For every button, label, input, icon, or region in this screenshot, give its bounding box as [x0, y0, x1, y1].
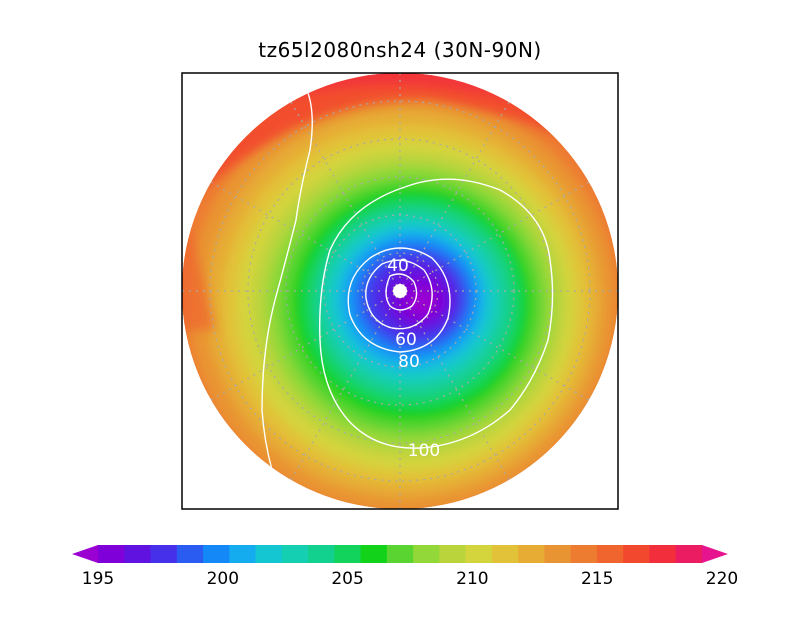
colorbar-swatch: [124, 545, 152, 563]
contour-label-60: 60: [395, 330, 417, 350]
colorbar-swatch: [308, 545, 335, 563]
colorbar-extend-max: [702, 545, 728, 563]
temperature-field: [182, 73, 618, 509]
colorbar-swatch: [439, 545, 467, 563]
colorbar-swatch: [675, 545, 703, 563]
colorbar-tick-label: 210: [456, 569, 488, 589]
map-frame: [181, 72, 619, 510]
colorbar-extend-min: [72, 545, 98, 563]
colorbar-swatches: [72, 545, 728, 563]
colorbar-swatch: [150, 545, 178, 563]
colorbar-swatch: [623, 545, 650, 563]
colorbar-swatch: [649, 545, 677, 563]
colorbar-swatch: [176, 545, 204, 563]
colorbar-tick-label: 205: [331, 569, 363, 589]
colorbar-swatch: [386, 545, 414, 563]
contour-lines: [261, 87, 554, 471]
colorbar-swatch: [413, 545, 440, 563]
contour-label-100: 100: [408, 441, 440, 461]
colorbar-swatch: [465, 545, 493, 563]
contour-label-80: 80: [398, 352, 420, 372]
colorbar-swatch: [544, 545, 572, 563]
map-title: tz65l2080nsh24 (30N-90N): [258, 38, 542, 62]
pole-marker: [393, 284, 407, 298]
colorbar-tick-label: 215: [581, 569, 613, 589]
colorbar-swatch: [98, 545, 125, 563]
colorbar-swatch: [255, 545, 283, 563]
colorbar-tick-labels: 195 200 205 210 215 220: [82, 569, 738, 589]
contour-label-40: 40: [387, 256, 409, 276]
colorbar-swatch: [229, 545, 257, 563]
colorbar-swatch: [570, 545, 598, 563]
colorbar-swatch: [203, 545, 230, 563]
colorbar-swatch: [491, 545, 519, 563]
colorbar-swatch: [360, 545, 388, 563]
colorbar-swatch: [334, 545, 362, 563]
colorbar-swatch: [596, 545, 624, 563]
colorbar-tick-label: 200: [207, 569, 239, 589]
colorbar-swatch: [518, 545, 545, 563]
colorbar-tick-label: 195: [82, 569, 114, 589]
colorbar-swatch: [281, 545, 309, 563]
colorbar-tick-label: 220: [706, 569, 738, 589]
